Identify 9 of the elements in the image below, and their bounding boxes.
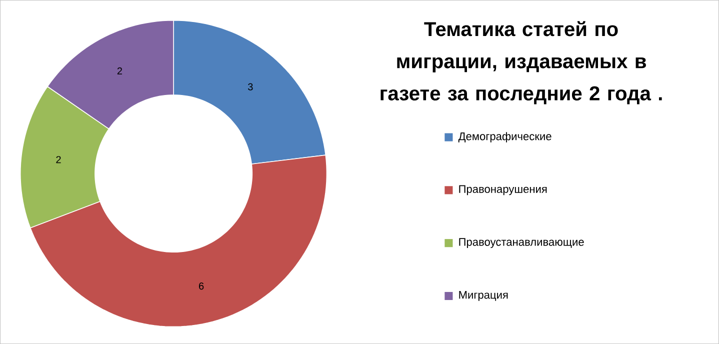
data-label: 2 [117, 67, 122, 74]
data-label: 6 [199, 282, 204, 290]
text: Тематика статей по миграции, издаваемых в газете за последние 2 года . [380, 21, 662, 104]
legend-label: Правонарушения [459, 185, 547, 196]
data-label: 2 [56, 156, 61, 164]
legend-label: Миграция [459, 291, 508, 301]
legend-label: Демографические [458, 132, 552, 142]
legend-label: Правоустанавливающие [459, 238, 584, 248]
data-label: 3 [248, 83, 253, 90]
